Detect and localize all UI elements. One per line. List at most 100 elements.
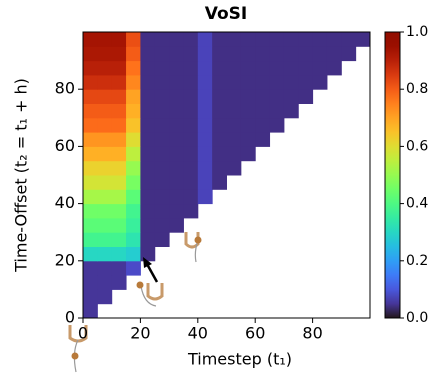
heatmap-cell (197, 103, 213, 119)
heatmap-cell (255, 46, 271, 62)
heatmap-cell (269, 103, 285, 119)
heatmap-cell (312, 46, 328, 62)
heatmap-cell (126, 189, 141, 205)
heatmap-cell (212, 74, 227, 90)
heatmap-cell (212, 146, 227, 162)
heatmap-cell (83, 103, 98, 119)
heatmap-cell (197, 146, 213, 162)
heatmap-cell (183, 74, 199, 90)
colorbar (384, 31, 401, 319)
colorbar-tick-label: 0.2 (406, 253, 428, 269)
heatmap-cell (212, 117, 227, 133)
heatmap-cell (255, 74, 271, 90)
heatmap-cell (83, 160, 98, 176)
heatmap-cell (83, 117, 98, 133)
arrow (143, 257, 159, 283)
heatmap-cell (97, 132, 113, 147)
heatmap-cell (183, 175, 199, 190)
heatmap-cell (240, 89, 256, 104)
heatmap-cell (255, 117, 271, 133)
heatmap-cell (83, 32, 98, 47)
y-tick-label: 60 (55, 136, 75, 155)
heatmap-cell (169, 132, 184, 147)
heatmap-cell (197, 60, 213, 76)
heatmap-cell (97, 74, 113, 90)
heatmap-cell (126, 260, 141, 276)
heatmap-cell (97, 103, 113, 119)
heatmap-cell (83, 175, 98, 190)
heatmap-cell (326, 60, 342, 76)
heatmap-cell (111, 217, 127, 233)
heatmap-cell (83, 275, 98, 290)
heatmap-cell (154, 89, 170, 104)
heatmap-cell (197, 132, 213, 147)
heatmap-cell (169, 74, 184, 90)
heatmap-cell (97, 260, 113, 276)
heatmap-cell (126, 46, 141, 62)
heatmap-cell (226, 74, 242, 90)
heatmap-cell (212, 32, 227, 47)
heatmap-cell (183, 189, 199, 205)
heatmap-cell (183, 146, 199, 162)
heatmap-cell (183, 89, 199, 104)
heatmap-cell (298, 60, 314, 76)
heatmap-cell (312, 60, 328, 76)
heatmap-cell (269, 32, 285, 47)
heatmap-cell (111, 146, 127, 162)
heatmap-cell (269, 46, 285, 62)
heatmap-cell (154, 132, 170, 147)
x-tick-label: 80 (302, 324, 322, 343)
heatmap-cell (212, 132, 227, 147)
heatmap-cell (240, 117, 256, 133)
heatmap-cell (183, 103, 199, 119)
heatmap-cell (183, 203, 199, 219)
heatmap-cell (140, 217, 156, 233)
heatmap-cell (83, 289, 98, 305)
chart-title: VoSI (205, 4, 247, 24)
heatmap-cell (240, 146, 256, 162)
heatmap-cell (140, 146, 156, 162)
heatmap-cell (183, 60, 199, 76)
heatmap-cell (240, 60, 256, 76)
heatmap-cell (97, 175, 113, 190)
heatmap-cell (226, 46, 242, 62)
heatmap-cell (169, 146, 184, 162)
heatmap-cell (140, 103, 156, 119)
heatmap-cell (126, 132, 141, 147)
heatmap-cell (140, 175, 156, 190)
heatmap-cell (97, 160, 113, 176)
heatmap-cell (269, 117, 285, 133)
heatmap-cell (154, 103, 170, 119)
heatmap-cell (83, 74, 98, 90)
heatmap-cell (154, 217, 170, 233)
heatmap-cell (111, 246, 127, 262)
heatmap-cell (97, 46, 113, 62)
heatmap-cell (83, 203, 98, 219)
heatmap-cell (97, 32, 113, 47)
heatmap-cell (126, 103, 141, 119)
heatmap-cell (126, 60, 141, 76)
heatmap-cell (97, 60, 113, 76)
heatmap-cell (83, 189, 98, 205)
heatmap-cell (97, 189, 113, 205)
heatmap-cell (97, 146, 113, 162)
heatmap-cell (283, 46, 299, 62)
heatmap-cell (83, 260, 98, 276)
heatmap-cell (111, 117, 127, 133)
heatmap-cell (97, 217, 113, 233)
heatmap-cell (169, 60, 184, 76)
heatmap-cell (126, 203, 141, 219)
x-axis-label: Timestep (t₁) (187, 350, 292, 369)
heatmap-cell (255, 32, 271, 47)
heatmap-cell (97, 117, 113, 133)
pendulum-icon (68, 325, 88, 373)
heatmap-cell (298, 74, 314, 90)
heatmap-cell (183, 160, 199, 176)
heatmap-cell (140, 203, 156, 219)
heatmap-cell (111, 260, 127, 276)
heatmap-cell (97, 246, 113, 262)
heatmap-cell (341, 46, 357, 62)
heatmap-cell (255, 132, 271, 147)
heatmap-cell (126, 232, 141, 247)
heatmap-cell (298, 32, 314, 47)
